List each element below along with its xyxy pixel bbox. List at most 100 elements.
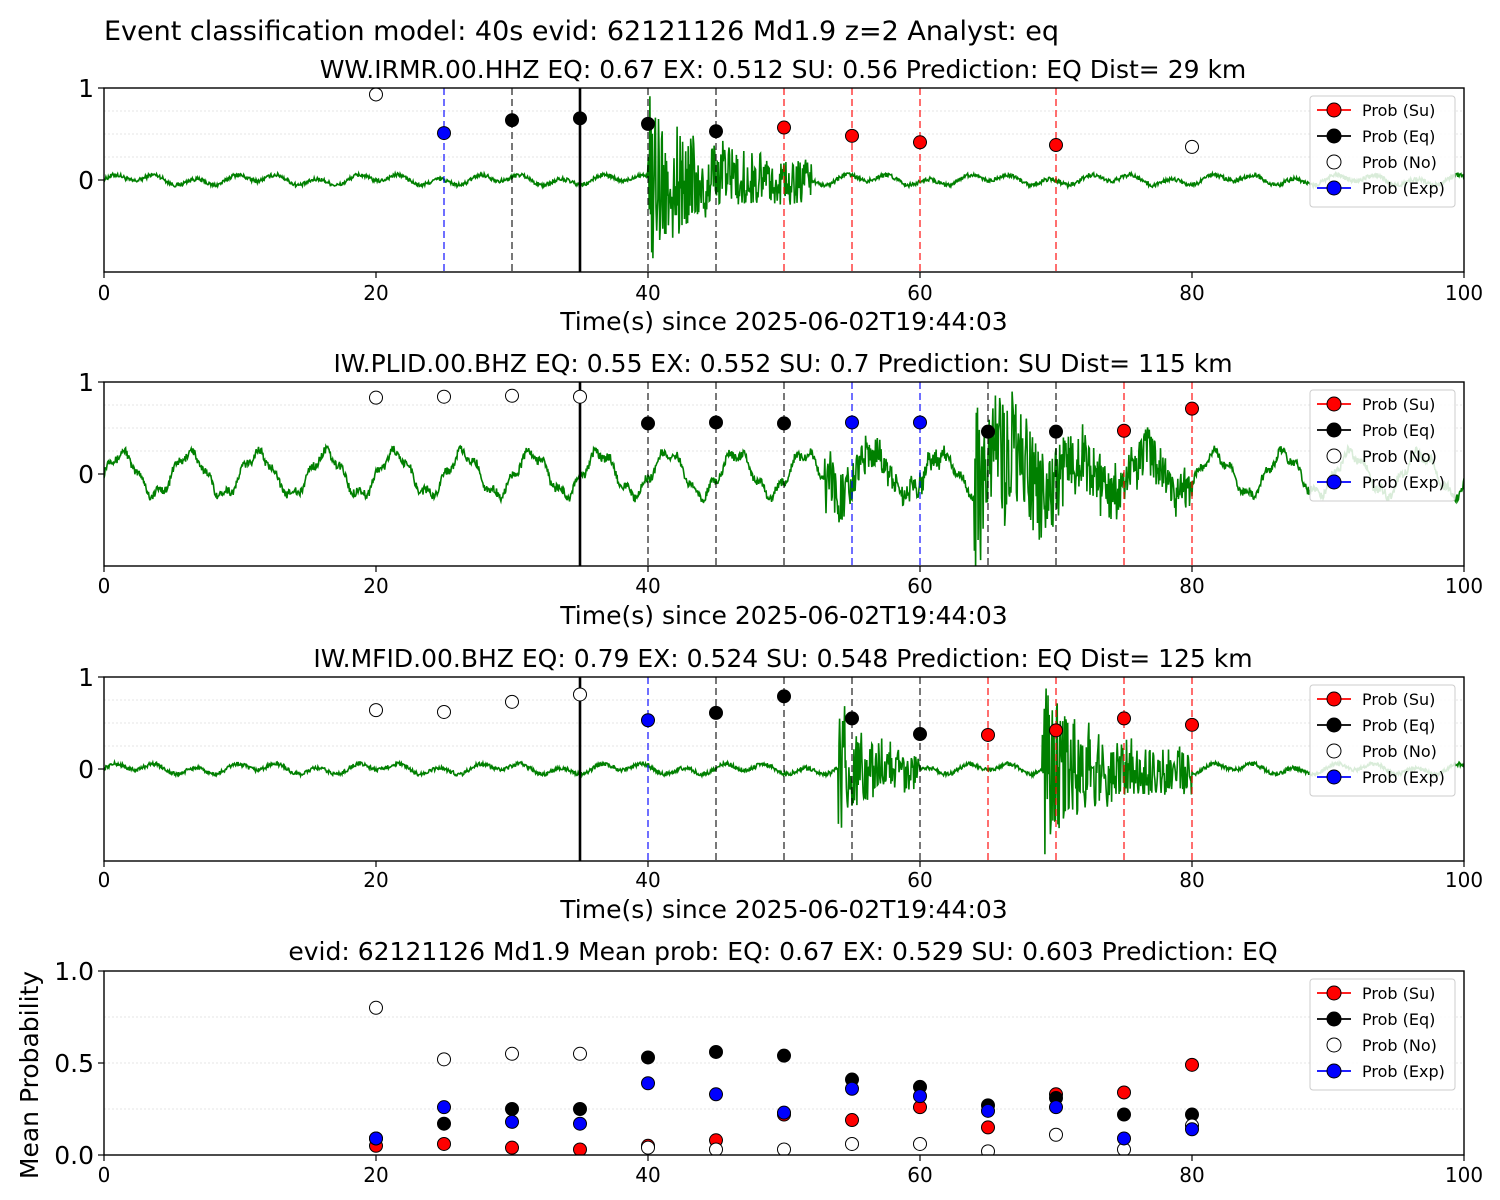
- legend-marker: [1326, 1037, 1342, 1053]
- x-tick-label: 20: [363, 574, 388, 598]
- legend-box: [1309, 389, 1456, 502]
- data-point-no: [369, 1000, 383, 1015]
- x-tick-label: 100: [1445, 574, 1483, 598]
- waveform-trace: [104, 96, 1464, 259]
- data-point-su: [437, 1136, 451, 1151]
- data-point-exp: [1049, 1100, 1063, 1115]
- legend-label: Prob (Exp): [1362, 473, 1445, 492]
- legend: Prob (Su) Prob (Eq) Prob (No) Prob (Exp): [1309, 389, 1456, 502]
- data-point-eq: [505, 113, 519, 128]
- data-point-no: [369, 390, 383, 405]
- data-point-exp: [641, 1076, 655, 1091]
- data-point-no: [573, 1046, 587, 1061]
- legend-box: [1309, 978, 1456, 1091]
- x-tick-label: 60: [907, 574, 932, 598]
- legend-label: Prob (Su): [1362, 690, 1435, 709]
- x-tick-label: 0: [98, 574, 111, 598]
- legend-label: Prob (Su): [1362, 984, 1435, 1003]
- data-point-eq: [641, 1050, 655, 1065]
- legend-marker: [1326, 1063, 1342, 1079]
- x-tick-label: 80: [1179, 574, 1204, 598]
- legend-label: Prob (No): [1362, 447, 1437, 466]
- legend-marker: [1326, 128, 1342, 144]
- data-point-no: [709, 1142, 723, 1155]
- data-point-exp: [369, 1131, 383, 1146]
- x-tick-label: 20: [363, 281, 388, 305]
- legend-box: [1309, 95, 1456, 208]
- data-point-su: [981, 727, 995, 742]
- x-tick-label: 100: [1445, 1163, 1483, 1187]
- data-point-su: [1185, 717, 1199, 732]
- plot-area: [104, 382, 1464, 566]
- data-point-exp: [777, 1105, 791, 1120]
- data-point-no: [505, 388, 519, 403]
- data-point-su: [845, 1113, 859, 1128]
- data-point-exp: [437, 126, 451, 141]
- legend-box: [1309, 684, 1456, 797]
- x-tick-label: 20: [363, 1163, 388, 1187]
- data-point-no: [573, 687, 587, 702]
- legend-marker: [1326, 1011, 1342, 1027]
- panel-title: evid: 62121126 Md1.9 Mean prob: EQ: 0.67…: [288, 937, 1277, 966]
- legend-label: Prob (Eq): [1362, 716, 1435, 735]
- data-point-su: [777, 120, 791, 135]
- data-point-no: [573, 389, 587, 404]
- legend: Prob (Su) Prob (Eq) Prob (No) Prob (Exp): [1309, 684, 1456, 797]
- data-point-su: [845, 128, 859, 143]
- data-point-su: [1185, 401, 1199, 416]
- x-tick-label: 80: [1179, 868, 1204, 892]
- legend-label: Prob (Su): [1362, 395, 1435, 414]
- legend: Prob (Su) Prob (Eq) Prob (No) Prob (Exp): [1309, 95, 1456, 208]
- data-point-eq: [505, 1102, 519, 1116]
- data-point-no: [505, 1046, 519, 1061]
- data-point-eq: [913, 727, 927, 742]
- legend-marker: [1326, 396, 1342, 412]
- data-point-no: [913, 1136, 927, 1151]
- legend-label: Prob (No): [1362, 1036, 1437, 1055]
- x-tick-label: 60: [907, 1163, 932, 1187]
- y-tick-label: 0.5: [54, 1049, 94, 1078]
- data-point-su: [913, 135, 927, 150]
- x-tick-label: 40: [635, 868, 660, 892]
- x-tick-label: 40: [635, 574, 660, 598]
- data-point-exp: [573, 1116, 587, 1131]
- legend: Prob (Su) Prob (Eq) Prob (No) Prob (Exp): [1309, 978, 1456, 1091]
- chart-panel-4: 0 20 40 60 80 100 0.0 0.5 1.0 evid: 62121126 Md1.…: [15, 937, 1483, 1187]
- legend-marker: [1326, 691, 1342, 707]
- legend-marker: [1326, 985, 1342, 1001]
- data-point-eq: [709, 124, 723, 139]
- data-point-eq: [777, 416, 791, 431]
- data-point-su: [1049, 138, 1063, 153]
- x-tick-label: 0: [98, 281, 111, 305]
- panel-title: WW.IRMR.00.HHZ EQ: 0.67 EX: 0.512 SU: 0.…: [320, 55, 1247, 84]
- plot-area: [104, 1000, 1464, 1155]
- data-point-exp: [1185, 1122, 1199, 1137]
- x-tick-label: 80: [1179, 281, 1204, 305]
- panel-title: IW.MFID.00.BHZ EQ: 0.79 EX: 0.524 SU: 0.…: [313, 644, 1252, 673]
- panel-title: IW.PLID.00.BHZ EQ: 0.55 EX: 0.552 SU: 0.…: [333, 349, 1232, 378]
- data-point-eq: [437, 1116, 451, 1131]
- y-tick-label: 1: [78, 663, 94, 692]
- figure-title: Event classification model: 40s evid: 62…: [104, 16, 1059, 47]
- x-tick-label: 60: [907, 281, 932, 305]
- chart-panel-1: 0 20 40 60 80 100 0 1 WW.IRMR.00.HHZ EQ: 0.67 EX…: [78, 55, 1483, 336]
- legend-label: Prob (Exp): [1362, 1062, 1445, 1081]
- data-point-eq: [845, 711, 859, 726]
- data-point-exp: [845, 415, 859, 430]
- legend-label: Prob (No): [1362, 153, 1437, 172]
- legend-label: Prob (No): [1362, 742, 1437, 761]
- waveform-trace: [104, 688, 1464, 855]
- data-point-eq: [709, 415, 723, 430]
- y-tick-label: 0: [78, 166, 94, 195]
- data-point-eq: [709, 1044, 723, 1059]
- data-point-exp: [845, 1081, 859, 1096]
- x-tick-label: 0: [98, 868, 111, 892]
- data-point-su: [1117, 711, 1131, 726]
- x-axis-label: Time(s) since 2025-06-02T19:44:03: [559, 601, 1007, 630]
- legend-label: Prob (Exp): [1362, 179, 1445, 198]
- y-tick-label: 1: [78, 74, 94, 103]
- data-point-no: [369, 703, 383, 718]
- data-point-eq: [641, 416, 655, 431]
- data-point-exp: [505, 1114, 519, 1129]
- data-point-no: [981, 1144, 995, 1155]
